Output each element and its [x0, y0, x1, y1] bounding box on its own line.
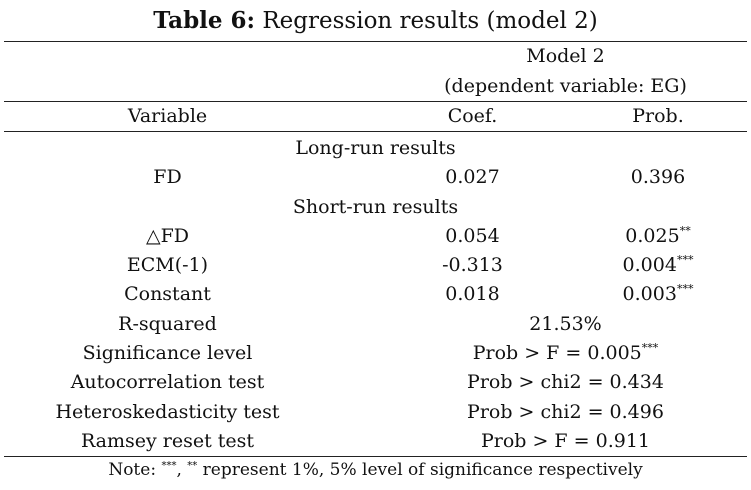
row-fd-coef: 0.027 — [445, 166, 500, 188]
stat-autocorrelation-label: Autocorrelation test — [70, 371, 265, 393]
top-rule — [4, 41, 747, 42]
row-dfd-coef: 0.054 — [445, 225, 500, 247]
significance-marker: *** — [676, 282, 694, 296]
stat-autocorrelation-value: Prob > chi2 = 0.434 — [467, 371, 664, 393]
table-note: Note: ***, ** represent 1%, 5% level of … — [108, 460, 643, 480]
stat-rsquared-label: R-squared — [118, 313, 217, 335]
model-header: Model 2 — [526, 45, 605, 67]
table-caption: Regression results (model 2) — [255, 8, 598, 34]
row-ecm-variable: ECM(-1) — [126, 254, 209, 276]
table-number: Table 6: — [153, 7, 256, 34]
dependent-variable-header: (dependent variable: EG) — [444, 75, 687, 97]
stat-significance-label: Significance level — [82, 342, 253, 364]
significance-marker: *** — [641, 341, 659, 355]
row-constant-prob: 0.003*** — [622, 282, 694, 305]
row-ecm-prob: 0.004*** — [622, 253, 694, 276]
row-fd-prob: 0.396 — [630, 166, 686, 188]
note-marker-5pct: ** — [187, 460, 198, 472]
row-constant-variable: Constant — [124, 283, 211, 305]
stat-ramsey-value: Prob > F = 0.911 — [480, 430, 651, 452]
table-title: Table 6: Regression results (model 2) — [0, 6, 751, 36]
column-header-rule — [4, 131, 747, 132]
stat-ramsey-label: Ramsey reset test — [80, 430, 255, 452]
column-header-coef: Coef. — [447, 105, 498, 127]
header-rule — [4, 101, 747, 102]
row-dfd-prob: 0.025** — [625, 224, 691, 247]
row-dfd-variable: △FD — [145, 225, 190, 247]
stat-rsquared-value: 21.53% — [529, 313, 602, 335]
column-header-prob: Prob. — [632, 105, 684, 127]
significance-marker: ** — [679, 224, 691, 238]
stat-significance-value: Prob > F = 0.005*** — [472, 341, 659, 364]
note-marker-1pct: *** — [161, 460, 177, 472]
bottom-rule — [4, 456, 747, 457]
stat-heteroskedasticity-value: Prob > chi2 = 0.496 — [467, 401, 664, 423]
row-ecm-coef: -0.313 — [442, 254, 503, 276]
row-fd-variable: FD — [153, 166, 182, 188]
section-long-run: Long-run results — [295, 137, 456, 159]
significance-marker: *** — [676, 253, 694, 267]
section-short-run: Short-run results — [292, 196, 459, 218]
column-header-variable: Variable — [127, 105, 208, 127]
stat-heteroskedasticity-label: Heteroskedasticity test — [55, 401, 280, 423]
row-constant-coef: 0.018 — [445, 283, 500, 305]
